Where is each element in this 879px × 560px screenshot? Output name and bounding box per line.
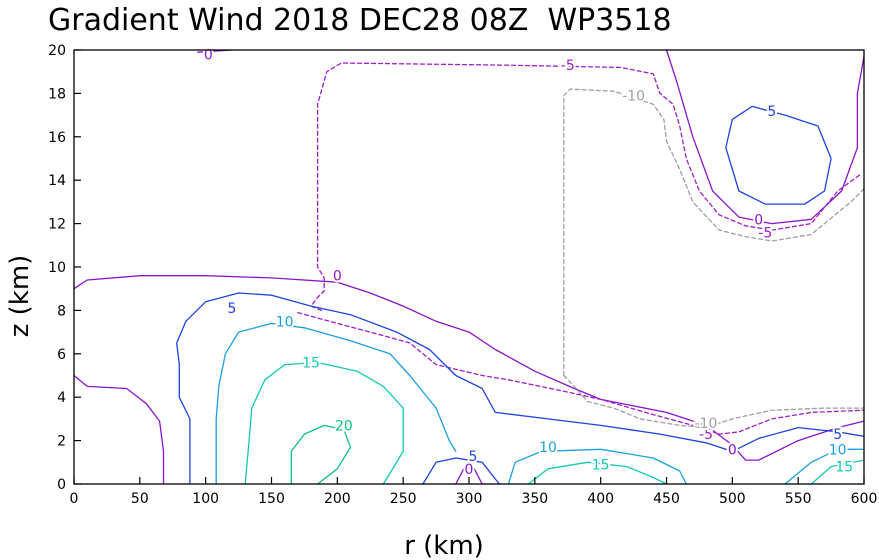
y-tick-label: 16 (48, 130, 66, 146)
contour-label: 5 (468, 449, 477, 465)
contour-label: 10 (276, 314, 294, 330)
contour-label: 10 (539, 440, 557, 456)
contour-label: 5 (228, 301, 237, 317)
contour-label: 0 (754, 212, 763, 228)
contour-label: 5 (767, 104, 776, 120)
contour-line-15-18 (810, 459, 865, 485)
x-tick-label: 0 (70, 491, 79, 507)
contour-line-15-17 (527, 461, 668, 485)
contour-label: -10 (695, 416, 718, 432)
contour-line-0-0 (73, 275, 865, 461)
x-tick-label: 100 (192, 491, 219, 507)
contour-line-0-2 (455, 468, 483, 485)
contour-label: 0 (465, 462, 474, 478)
x-tick-label: 450 (653, 491, 680, 507)
y-tick-label: 4 (57, 390, 66, 406)
y-tick-label: 14 (48, 173, 66, 189)
x-tick-label: 50 (131, 491, 149, 507)
plot-frame (73, 49, 865, 485)
x-tick-label: 250 (390, 491, 417, 507)
contour-label: -5 (758, 225, 772, 241)
x-tick-label: 500 (719, 491, 746, 507)
contour-label: 0 (728, 442, 737, 458)
chart-title: Gradient Wind 2018 DEC28 08Z WP3518 (48, 3, 672, 38)
x-axis-ticks: 0 50 100 150 200 250 300 350 400 450 500 550 600 (70, 477, 878, 507)
contour-label: 10 (829, 442, 847, 458)
y-tick-label: 18 (48, 86, 66, 102)
contour-label: 0 (333, 269, 342, 285)
contour-line-5-11 (422, 457, 500, 485)
contour-line-neg5-7 (310, 62, 863, 312)
contour-line-10-13 (215, 322, 457, 485)
y-axis-ticks: 0 2 4 6 8 10 12 14 16 18 20 (48, 43, 81, 493)
contour-line-0-1 (73, 374, 165, 485)
y-tick-label: 20 (48, 43, 66, 59)
x-tick-label: 150 (258, 491, 285, 507)
contour-line-15-16 (244, 361, 404, 485)
contour-line-5-12 (725, 105, 832, 205)
contour-line-0-4 (665, 49, 865, 225)
x-tick-label: 400 (587, 491, 614, 507)
contour-line-neg5-6 (297, 311, 510, 381)
y-tick-label: 2 (57, 434, 66, 450)
contours-layer (73, 49, 865, 485)
contour-line-10-14 (507, 448, 687, 485)
x-tick-label: 350 (521, 491, 548, 507)
contour-line-neg10-8 (563, 88, 865, 377)
y-tick-label: 12 (48, 217, 66, 233)
x-tick-label: 550 (785, 491, 812, 507)
contour-line-neg10-9 (563, 374, 865, 429)
y-axis-label: z (km) (5, 255, 35, 338)
contour-label: 5 (833, 427, 842, 443)
y-tick-label: 10 (48, 260, 66, 276)
y-tick-label: 8 (57, 303, 66, 319)
x-tick-label: 200 (324, 491, 351, 507)
contour-label: -5 (561, 58, 575, 74)
x-tick-label: 600 (851, 491, 878, 507)
contour-line-5-10 (176, 292, 865, 485)
contour-line-20-19 (290, 424, 352, 485)
contour-label: -5 (699, 427, 713, 443)
x-axis-label: r (km) (404, 531, 484, 560)
contour-label: -10 (622, 89, 645, 105)
contour-label: 15 (835, 460, 853, 476)
contour-line-neg5-5 (507, 379, 865, 435)
contour-label: 15 (592, 457, 610, 473)
y-tick-label: 6 (57, 347, 66, 363)
y-tick-label: 0 (57, 477, 66, 493)
x-tick-label: 300 (456, 491, 483, 507)
contour-label: 20 (335, 418, 353, 434)
contour-label: 15 (302, 355, 320, 371)
contour-line-10-15 (784, 448, 865, 485)
